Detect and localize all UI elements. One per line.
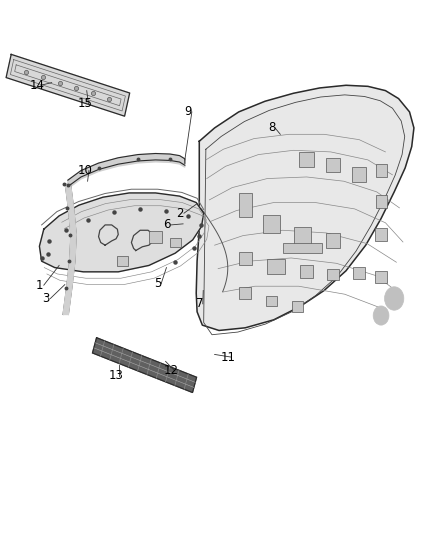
FancyBboxPatch shape	[239, 287, 251, 299]
FancyBboxPatch shape	[375, 271, 387, 283]
Polygon shape	[92, 338, 197, 392]
Bar	[117, 256, 128, 266]
FancyBboxPatch shape	[326, 158, 340, 172]
Text: 14: 14	[30, 79, 45, 92]
FancyBboxPatch shape	[300, 265, 313, 278]
FancyBboxPatch shape	[267, 259, 285, 274]
Polygon shape	[196, 85, 414, 330]
Bar	[149, 231, 162, 243]
Bar	[170, 238, 180, 247]
Text: 12: 12	[163, 364, 178, 377]
Text: 1: 1	[35, 279, 43, 292]
FancyBboxPatch shape	[299, 152, 314, 167]
Polygon shape	[63, 184, 76, 314]
FancyBboxPatch shape	[326, 233, 340, 248]
FancyBboxPatch shape	[239, 193, 252, 217]
FancyBboxPatch shape	[352, 167, 366, 182]
FancyBboxPatch shape	[239, 252, 252, 265]
FancyBboxPatch shape	[263, 214, 280, 233]
FancyBboxPatch shape	[376, 164, 387, 177]
FancyBboxPatch shape	[293, 301, 304, 312]
FancyBboxPatch shape	[353, 267, 365, 279]
Text: 13: 13	[109, 369, 124, 382]
Polygon shape	[6, 54, 130, 116]
Text: 6: 6	[162, 219, 170, 231]
Text: 3: 3	[42, 292, 49, 305]
Text: 9: 9	[184, 106, 192, 118]
FancyBboxPatch shape	[376, 195, 387, 208]
Circle shape	[373, 306, 389, 325]
Polygon shape	[68, 154, 185, 189]
Text: 8: 8	[268, 122, 275, 134]
FancyBboxPatch shape	[375, 228, 387, 241]
Text: 11: 11	[220, 351, 235, 364]
Text: 7: 7	[195, 297, 203, 310]
Circle shape	[385, 287, 404, 310]
Polygon shape	[39, 193, 204, 272]
Text: 2: 2	[176, 207, 184, 220]
Text: 15: 15	[78, 98, 93, 110]
FancyBboxPatch shape	[266, 296, 277, 306]
FancyBboxPatch shape	[327, 269, 339, 280]
FancyBboxPatch shape	[294, 227, 311, 244]
Text: 5: 5	[154, 277, 161, 290]
Text: 10: 10	[78, 164, 93, 177]
FancyBboxPatch shape	[283, 243, 322, 253]
